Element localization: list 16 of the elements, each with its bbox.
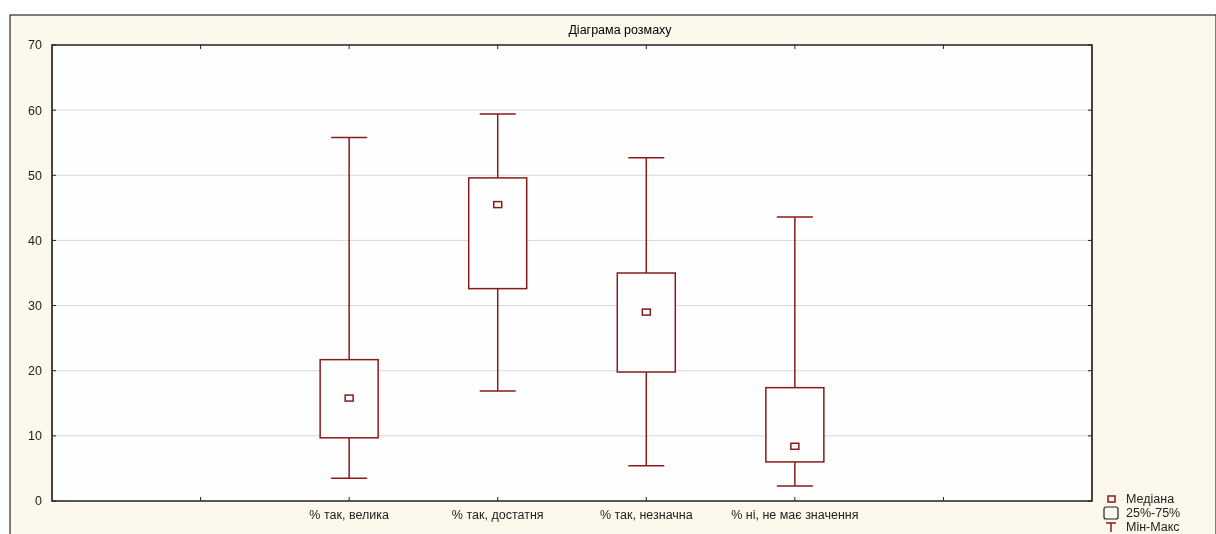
y-tick-label: 70 — [28, 38, 43, 53]
x-tick-label: % так, незначна — [599, 508, 693, 522]
y-tick-label: 30 — [28, 298, 43, 313]
x-tick-label: % так, достатня — [451, 508, 544, 522]
chart-title: Діаграма розмаху — [568, 23, 673, 37]
text: 25%-75% — [1126, 506, 1181, 520]
y-tick-label: 40 — [28, 233, 43, 248]
y-tick-label: 0 — [35, 494, 43, 509]
text: Мін-Макс — [1126, 520, 1180, 534]
y-tick-label: 60 — [28, 103, 43, 118]
x-tick-label: % ні, не має значення — [731, 508, 859, 522]
text: Медіана — [1126, 492, 1175, 506]
x-tick-label: % так, велика — [309, 508, 389, 522]
y-tick-label: 20 — [28, 364, 43, 379]
y-tick-label: 50 — [28, 168, 43, 183]
y-tick-label: 10 — [28, 429, 43, 444]
